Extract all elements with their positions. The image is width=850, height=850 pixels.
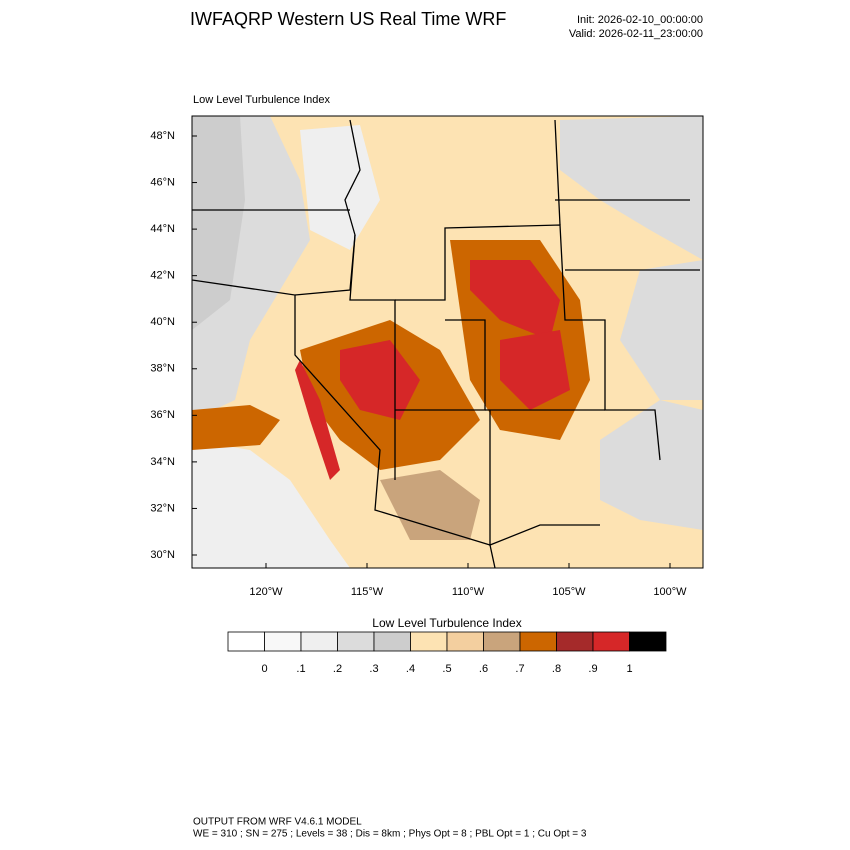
footer-line: WE = 310 ; SN = 275 ; Levels = 38 ; Dis …	[193, 829, 587, 840]
red-region	[500, 330, 570, 410]
lon-label: 115°W	[351, 586, 384, 598]
ocean-region	[192, 440, 350, 568]
orange-region	[192, 405, 280, 450]
state-borders	[192, 119, 700, 568]
lat-label: 46°N	[150, 176, 175, 188]
colorbar-box	[483, 631, 521, 652]
lon-label: 110°W	[452, 586, 485, 598]
colorbar-box	[519, 631, 557, 652]
gray-region	[560, 116, 703, 260]
footer-line: OUTPUT FROM WRF V4.6.1 MODEL	[193, 817, 362, 828]
lat-label: 42°N	[150, 270, 175, 282]
colorbar-box	[373, 631, 411, 652]
colorbar-box	[556, 631, 594, 652]
title: IWFAQRP Western US Real Time WRF	[190, 9, 506, 29]
colorbar-label: .4	[406, 663, 415, 675]
colorbar-box	[629, 631, 667, 652]
lat-label: 30°N	[150, 549, 175, 561]
colorbar-label: .2	[333, 663, 342, 675]
valid-time: Valid: 2026-02-11_23:00:00	[569, 28, 703, 40]
init-time: Init: 2026-02-10_00:00:00	[577, 14, 703, 26]
colorbar-box	[227, 631, 265, 652]
colorbar-label: .3	[369, 663, 378, 675]
colorbar-label: 0	[261, 663, 267, 675]
red-region	[340, 340, 420, 420]
lat-label: 36°N	[150, 409, 175, 421]
colorbar-box	[592, 631, 630, 652]
colorbar-box	[300, 631, 338, 652]
red-region	[470, 260, 560, 340]
colorbar-label: .6	[479, 663, 488, 675]
colorbar-box	[264, 631, 302, 652]
colorbar-label: .5	[442, 663, 451, 675]
red-region	[295, 360, 340, 480]
map	[191, 115, 704, 569]
colorbar-label: 1	[626, 663, 632, 675]
gray-region	[192, 116, 245, 330]
colorbar-label: .8	[552, 663, 561, 675]
colorbar-label: .7	[515, 663, 524, 675]
colorbar-label: .1	[296, 663, 305, 675]
lat-label: 38°N	[150, 363, 175, 375]
tan-region	[380, 470, 480, 540]
gray-region	[620, 260, 703, 400]
colorbar-box	[337, 631, 375, 652]
colorbar-label: .9	[588, 663, 597, 675]
lon-label: 120°W	[249, 586, 283, 598]
lon-label: 105°W	[552, 586, 586, 598]
field-title: Low Level Turbulence Index	[193, 94, 330, 106]
colorbar-box	[446, 631, 484, 652]
lat-label: 48°N	[150, 130, 175, 142]
gray-region	[600, 400, 703, 530]
map-frame	[191, 115, 704, 569]
lat-label: 34°N	[150, 456, 175, 468]
light-region	[300, 125, 380, 250]
lat-label: 44°N	[150, 223, 175, 235]
lat-label: 32°N	[150, 502, 175, 514]
colorbar-box	[410, 631, 448, 652]
lon-label: 100°W	[653, 586, 687, 598]
lat-label: 40°N	[150, 316, 175, 328]
colorbar-title: Low Level Turbulence Index	[372, 616, 521, 630]
